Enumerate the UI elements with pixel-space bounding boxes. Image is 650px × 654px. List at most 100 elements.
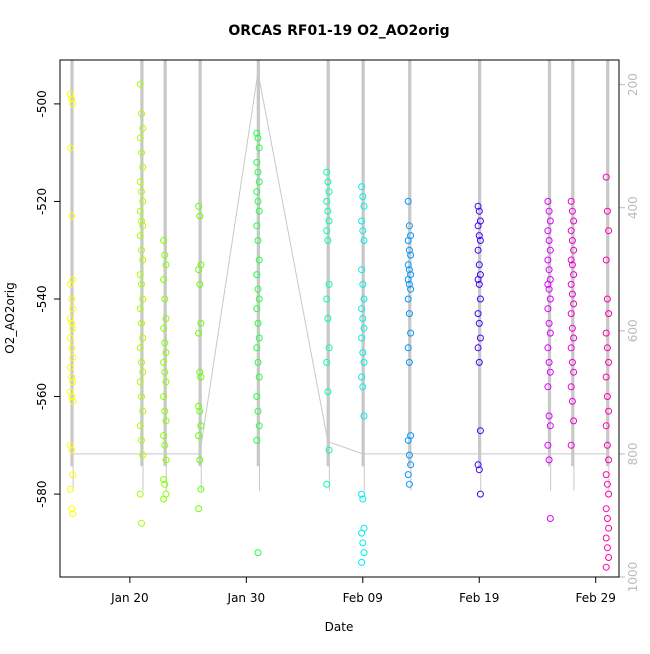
data-point	[197, 319, 205, 327]
data-point	[323, 358, 331, 366]
data-point	[567, 344, 575, 352]
data-point	[546, 422, 554, 430]
data-point	[476, 427, 484, 435]
data-point	[568, 324, 576, 332]
data-point	[66, 144, 74, 152]
data-point	[324, 237, 332, 244]
data-point	[160, 432, 168, 440]
data-point	[570, 300, 578, 308]
data-point	[69, 305, 77, 313]
data-point	[567, 227, 575, 235]
data-point	[358, 490, 366, 498]
data-point	[162, 456, 170, 464]
data-point	[162, 378, 170, 386]
data-point	[325, 280, 333, 288]
data-point	[161, 441, 169, 449]
data-point	[474, 222, 482, 230]
data-point	[139, 368, 147, 376]
data-point	[605, 407, 613, 415]
data-point	[160, 324, 168, 332]
data-point	[161, 368, 169, 376]
data-point	[138, 358, 145, 366]
data-point	[253, 436, 261, 444]
data-point	[568, 290, 576, 298]
data-point	[405, 266, 413, 274]
data-point	[605, 456, 613, 464]
data-point	[136, 271, 144, 279]
data-point	[360, 237, 368, 244]
data-point	[602, 534, 610, 542]
data-point	[255, 207, 263, 215]
data-point	[544, 280, 552, 288]
data-point	[66, 363, 74, 371]
data-point	[545, 207, 553, 215]
data-point	[160, 495, 168, 503]
x-tick-label: Feb 09	[343, 591, 383, 605]
data-point	[358, 334, 366, 342]
data-point	[358, 305, 366, 313]
plot-frame	[59, 59, 620, 578]
data-point	[567, 383, 575, 391]
data-point	[68, 295, 76, 303]
flight-track-path	[71, 72, 608, 455]
data-point	[405, 451, 413, 459]
data-point	[475, 280, 483, 288]
data-point	[360, 412, 368, 420]
y-tick-label: -580	[35, 480, 49, 507]
data-point	[136, 207, 144, 215]
data-point	[68, 344, 76, 352]
data-point	[139, 295, 147, 303]
data-point	[546, 217, 554, 225]
data-point	[66, 280, 74, 288]
data-point	[69, 510, 77, 518]
data-point	[603, 544, 611, 552]
data-point	[161, 339, 169, 347]
data-point	[66, 485, 74, 493]
data-point	[603, 393, 611, 400]
y-axis-label: O2_AO2orig	[3, 282, 17, 353]
y2-tick-label: 400	[626, 196, 640, 219]
y2-tick-label: 600	[626, 319, 640, 342]
chart-title: ORCAS RF01-19 O2_AO2orig	[228, 23, 449, 39]
data-point	[358, 183, 366, 191]
x-tick-label: Feb 29	[576, 591, 616, 605]
data-point	[359, 193, 367, 201]
data-point	[570, 334, 578, 342]
data-point	[197, 373, 205, 381]
data-point	[66, 90, 74, 98]
data-point	[323, 295, 331, 303]
data-point	[138, 110, 145, 118]
data-point	[255, 373, 263, 381]
data-point	[475, 358, 483, 366]
data-point	[404, 295, 412, 303]
data-point	[605, 524, 613, 532]
data-point	[404, 471, 412, 479]
data-point	[360, 295, 368, 303]
data-point	[136, 344, 144, 352]
data-point	[195, 202, 203, 210]
data-point	[603, 207, 611, 215]
data-point	[602, 329, 610, 337]
data-point	[605, 227, 613, 235]
data-point	[476, 295, 484, 303]
data-point	[160, 276, 168, 283]
data-point	[603, 441, 611, 449]
data-point	[138, 393, 145, 400]
y2-tick-label: 1000	[626, 562, 640, 593]
data-point	[255, 178, 263, 186]
data-point	[602, 563, 610, 571]
data-point	[162, 417, 170, 425]
data-point	[567, 310, 575, 318]
data-point	[136, 134, 144, 142]
data-point	[404, 276, 412, 283]
data-point	[136, 422, 144, 430]
data-point	[160, 358, 168, 366]
data-point	[570, 217, 578, 225]
data-point	[255, 256, 263, 264]
data-point	[254, 197, 262, 205]
data-point	[325, 217, 333, 225]
data-point	[567, 197, 575, 205]
data-point	[475, 261, 483, 269]
x-tick-label: Jan 20	[110, 591, 149, 605]
data-point	[139, 407, 147, 415]
